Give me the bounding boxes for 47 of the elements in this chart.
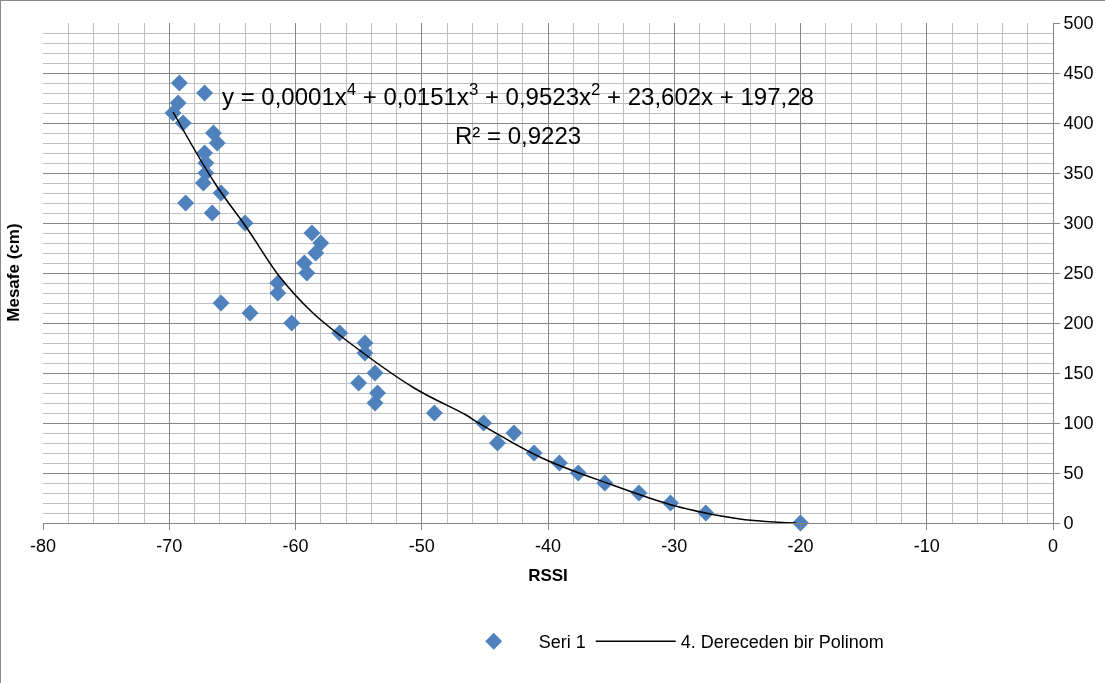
y-tick-label: 50: [1063, 463, 1084, 484]
x-axis-title: RSSI: [528, 566, 568, 585]
y-tick-label: 450: [1063, 63, 1094, 84]
x-tick-label: -50: [408, 535, 435, 556]
y-tick-label: 300: [1063, 213, 1094, 234]
point: [208, 134, 226, 152]
y-tick-label: 500: [1063, 13, 1094, 34]
point: [489, 434, 506, 452]
x-tick-label: -40: [534, 535, 562, 556]
point: [312, 234, 330, 252]
y-tick-label: 250: [1063, 263, 1094, 284]
y-tick-label: 150: [1063, 363, 1094, 384]
point: [350, 374, 368, 392]
y-tick-label: 0: [1063, 513, 1074, 534]
point: [177, 194, 195, 212]
point: [203, 204, 221, 222]
y-tick-label: 350: [1063, 163, 1094, 184]
point: [194, 174, 212, 192]
point: [196, 84, 214, 102]
legend-label: 4. Dereceden bir Polinom: [680, 632, 884, 653]
point: [164, 104, 182, 122]
point: [366, 364, 384, 382]
y-tick-label: 200: [1063, 313, 1094, 334]
point: [283, 314, 301, 332]
point: [366, 394, 384, 412]
point: [425, 404, 443, 422]
x-tick-label: -30: [661, 535, 688, 556]
point: [169, 94, 187, 112]
y-tick-label: 100: [1063, 413, 1094, 434]
y-axis-title: Mesafe (cm): [3, 223, 23, 322]
x-tick-label: -10: [913, 535, 940, 556]
x-tick-label: -20: [787, 535, 814, 556]
annotation: R² = 0,9223: [455, 122, 582, 149]
legend-label: Seri 1: [538, 632, 586, 653]
point: [505, 424, 523, 442]
point: [307, 244, 325, 262]
x-tick-label: 0: [1047, 535, 1059, 556]
point: [303, 224, 321, 242]
point: [170, 74, 188, 92]
annotation: y = 0,0001x$^{4}$ + 0,0151x$^{3}$ + 0,9523x$^{2}$ + 23,602x + 197,28: [222, 80, 814, 111]
point: [241, 304, 259, 322]
point: [212, 294, 230, 312]
point: [298, 264, 316, 282]
x-tick-label: -70: [156, 535, 183, 556]
x-tick-label: -60: [282, 535, 309, 556]
y-tick-label: 400: [1063, 113, 1094, 134]
x-tick-label: -80: [29, 535, 57, 556]
